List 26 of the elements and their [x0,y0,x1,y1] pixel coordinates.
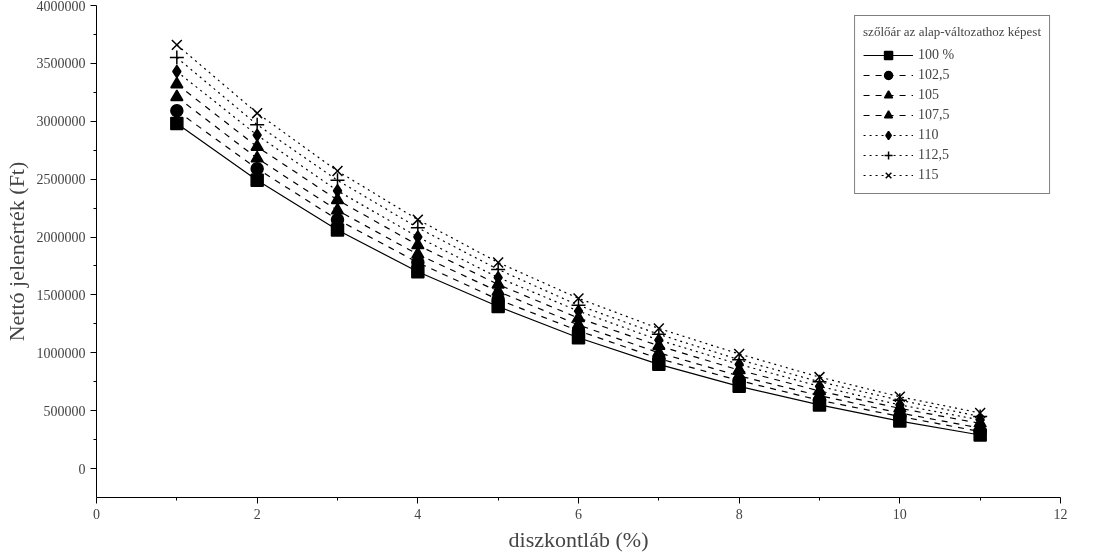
y-axis-title: Nettó jelenérték (Ft) [3,161,29,342]
x-tick-label: 8 [735,506,743,522]
x-tick-label: 2 [253,506,261,522]
y-tick-label: 2000000 [36,230,86,246]
legend-label: 100 % [918,47,955,63]
x-tick-label: 0 [93,506,100,522]
x-tick-label: 10 [892,506,907,522]
legend-title: szőlőár az alap-változathoz képest [863,24,1041,40]
y-tick-label: 0 [78,461,86,477]
x-tick-label: 6 [575,506,582,522]
y-tick-label: 2500000 [36,172,86,188]
x-axis-title: diszkontláb (%) [508,526,649,552]
y-tick-label: 4000000 [36,0,86,14]
legend-label: 105 [918,87,940,103]
y-tick-label: 500000 [43,403,86,419]
y-tick-label: 3500000 [36,56,86,72]
y-tick-label: 3000000 [36,114,86,130]
x-tick-label: 4 [414,506,422,522]
legend-label: 107,5 [918,107,950,123]
legend-label: 102,5 [918,67,950,83]
y-tick-label: 1000000 [36,345,86,361]
y-tick-label: 1500000 [36,287,86,303]
x-tick-label: 12 [1053,506,1068,522]
legend-label: 115 [918,167,939,183]
legend-label: 112,5 [918,147,950,163]
legend-label: 110 [918,127,939,143]
